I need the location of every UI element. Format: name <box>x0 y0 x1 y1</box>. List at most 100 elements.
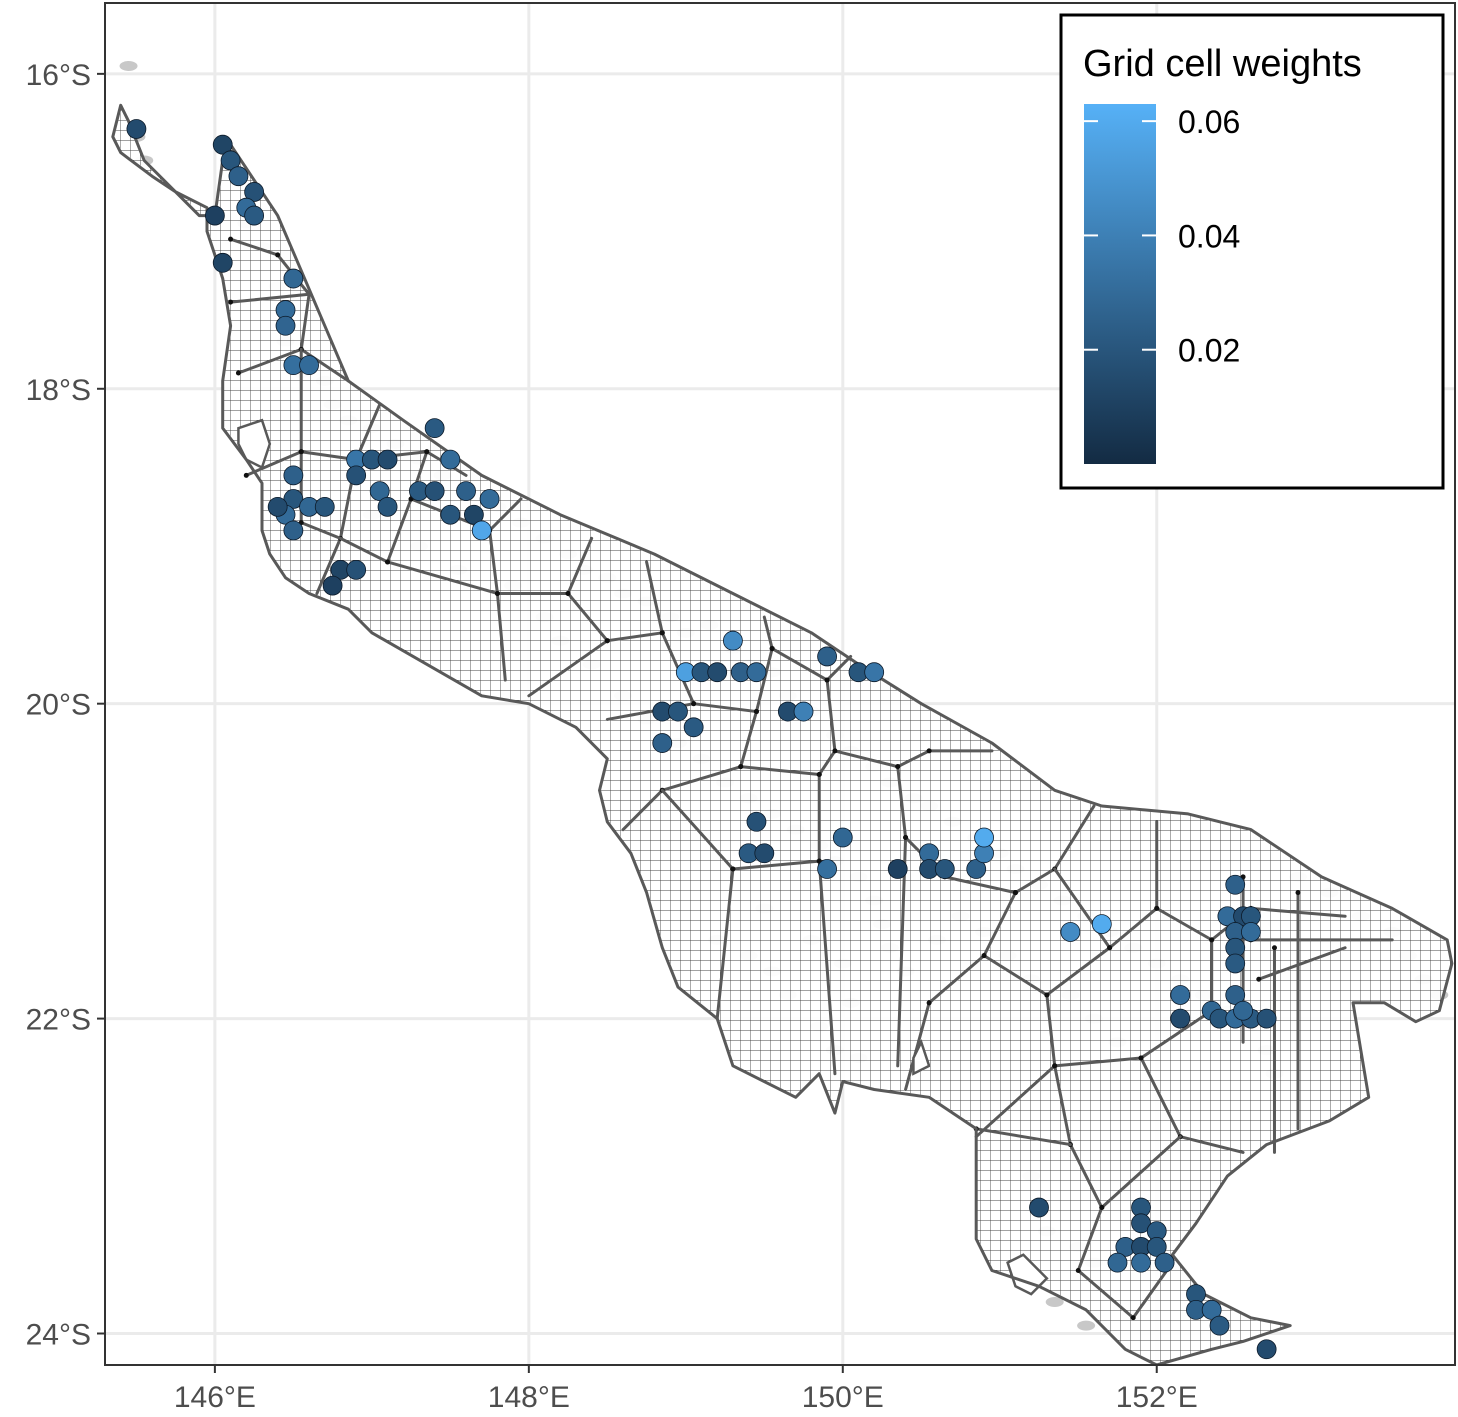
weighted-cell-point <box>1241 922 1261 942</box>
weighted-cell-point <box>1225 985 1246 1005</box>
cell-edge <box>1053 867 1112 950</box>
weighted-cell-point <box>1170 1008 1191 1029</box>
cell-edge <box>1139 1009 1214 1060</box>
cell-edge <box>386 497 413 564</box>
cell-edge <box>833 749 900 769</box>
weighted-cell-point <box>244 182 265 202</box>
weighted-cell-point <box>440 504 461 525</box>
weighted-cell-point <box>299 355 319 376</box>
cell-edge <box>495 591 507 682</box>
weighted-cells-layer <box>126 119 1277 1360</box>
cell-edge <box>904 1001 931 1091</box>
cell-edge <box>354 403 382 462</box>
weighted-cell-point <box>346 559 367 580</box>
cell-edge <box>645 560 664 635</box>
x-tick-label: 148°E <box>488 1381 570 1414</box>
legend-label: 0.06 <box>1178 104 1240 140</box>
cell-vertex <box>1154 905 1160 911</box>
weighted-cell-point <box>346 465 367 486</box>
cell-edge <box>927 954 986 1005</box>
y-axis: 16°S 18°S 20°S 22°S 24°S <box>26 59 105 1352</box>
plot-panel-border <box>104 2 1456 1366</box>
legend-label: 0.02 <box>1178 333 1240 369</box>
cell-edge <box>1178 1135 1245 1154</box>
weighted-cell-point <box>322 575 343 596</box>
cell-edge <box>566 591 609 643</box>
cell-edge <box>770 647 829 682</box>
cell-edge <box>943 875 1017 895</box>
cell-edge <box>229 237 280 257</box>
x-axis: 146°E 148°E 150°E 152°E <box>174 1365 1198 1414</box>
weighted-cell-point <box>424 418 445 439</box>
weighted-cell-point <box>228 166 249 187</box>
weighted-cell-point <box>746 811 767 832</box>
cell-vertex <box>235 370 241 376</box>
weighted-cell-point <box>887 859 908 879</box>
cell-edge <box>488 528 499 595</box>
weighted-cell-point <box>463 504 484 525</box>
island <box>237 418 272 470</box>
cell-edge <box>982 954 1049 997</box>
weighted-cell-point <box>440 449 461 470</box>
weighted-cell-point <box>275 315 296 336</box>
cell-vertex <box>903 835 909 841</box>
cell-edge <box>1108 906 1159 950</box>
cell-edge <box>1068 1143 1104 1210</box>
cell-edge <box>739 765 821 777</box>
cell-edge <box>825 654 853 682</box>
weighted-cell-point <box>314 496 335 517</box>
weighted-cell-point <box>707 662 728 683</box>
weighted-cell-point <box>1131 1252 1151 1273</box>
cell-edge <box>731 859 821 871</box>
weighted-cell-point <box>212 252 233 273</box>
weighted-cell-point <box>934 859 955 879</box>
cell-edge <box>825 678 837 753</box>
cell-edge <box>229 292 311 304</box>
weighted-cell-point <box>966 859 987 879</box>
weighted-cell-point <box>1091 914 1112 935</box>
x-tick-label: 152°E <box>1116 1381 1198 1414</box>
cell-vertex <box>730 866 736 872</box>
cell-edge <box>527 639 609 698</box>
cell-edge <box>338 536 390 564</box>
cell-vertex <box>1044 992 1050 998</box>
cell-vertex <box>769 646 775 652</box>
weighted-cell-point <box>1256 1339 1277 1360</box>
legend-label: 0.04 <box>1178 218 1240 254</box>
weighted-cell-point <box>832 827 853 848</box>
weighted-cell-point <box>220 150 241 171</box>
cell-edge <box>974 1064 1057 1139</box>
cell-edge <box>386 560 499 595</box>
legend: Grid cell weights 0.06 0.04 0.02 <box>1059 13 1445 490</box>
cell-vertex <box>824 677 830 683</box>
cell-vertex <box>738 764 744 770</box>
weighted-cell-point <box>723 630 743 651</box>
weighted-cell-point <box>283 520 304 541</box>
legend-colorbar <box>1084 104 1156 464</box>
legend-title: Grid cell weights <box>1083 43 1362 85</box>
island <box>912 1038 931 1076</box>
cell-edge <box>754 647 774 714</box>
cell-edge <box>1076 1206 1104 1273</box>
weighted-cell-point <box>1256 1008 1277 1029</box>
cell-vertex <box>1099 1205 1105 1211</box>
cell-edge <box>660 765 743 792</box>
cell-vertex <box>1075 1268 1081 1274</box>
cell-vertex <box>1271 945 1277 951</box>
weighted-cell-point <box>1225 953 1246 974</box>
cell-vertex <box>494 590 500 596</box>
weighted-cell-point <box>1209 1315 1230 1336</box>
cell-edge <box>299 347 350 383</box>
weighted-cell-point <box>683 717 704 738</box>
weighted-cell-point <box>793 701 814 722</box>
region-outline <box>111 103 1454 1365</box>
cell-edge <box>1045 993 1057 1068</box>
reef-patch <box>1077 1320 1096 1331</box>
weighted-cell-point <box>479 489 500 509</box>
cell-vertex <box>832 748 838 754</box>
weighted-cell-point <box>864 662 885 683</box>
weighted-cell-point <box>283 268 304 289</box>
cell-edge <box>236 347 303 375</box>
weighted-cell-point <box>668 701 688 722</box>
